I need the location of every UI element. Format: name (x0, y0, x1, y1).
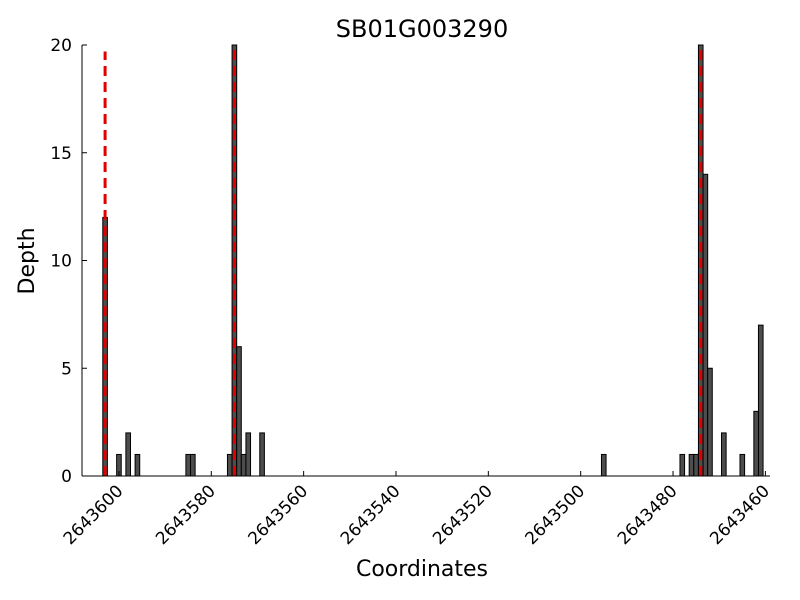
y-tick-label-0: 0 (61, 467, 72, 487)
bars-group (102, 44, 764, 477)
bar-13 (679, 453, 686, 477)
bar-15 (693, 453, 699, 477)
chart-title: SB01G003290 (336, 15, 508, 43)
bar-20 (739, 453, 746, 477)
bar-2 (125, 432, 131, 477)
bar-5 (190, 453, 196, 477)
bar-10 (245, 432, 252, 477)
y-tick-label-4: 20 (50, 36, 72, 56)
bar-3 (134, 453, 141, 477)
bar-17 (702, 173, 709, 477)
bar-8 (236, 346, 242, 477)
x-tick-label-4: 2643520 (429, 481, 497, 549)
bar-11 (259, 432, 265, 477)
x-tick-label-2: 2643560 (244, 481, 312, 549)
bar-6 (226, 453, 233, 477)
axes-group: 0 5 10 15 20 2643600 2643580 2643560 2643540 2643… (50, 36, 774, 549)
x-tick-label-1: 2643580 (152, 481, 220, 549)
bar-14 (688, 453, 695, 477)
x-tick-label-6: 2643480 (614, 481, 682, 549)
y-axis-label: Depth (15, 227, 40, 294)
bar-12 (600, 453, 607, 477)
bar-18 (707, 367, 713, 477)
bar-22 (757, 324, 764, 477)
x-tick-label-0: 2643600 (60, 481, 128, 549)
y-tick-label-3: 15 (50, 144, 72, 164)
vlines-group (103, 45, 703, 476)
y-tick-label-1: 5 (61, 359, 72, 379)
x-tick-label-3: 2643540 (337, 481, 405, 549)
x-tick-label-7: 2643460 (706, 481, 774, 549)
y-tick-label-2: 10 (50, 252, 72, 272)
bar-21 (753, 410, 759, 477)
x-axis-label: Coordinates (356, 557, 488, 582)
bar-19 (721, 432, 727, 477)
bar-9 (240, 453, 247, 477)
bar-4 (185, 453, 192, 477)
x-tick-label-5: 2643500 (522, 481, 590, 549)
